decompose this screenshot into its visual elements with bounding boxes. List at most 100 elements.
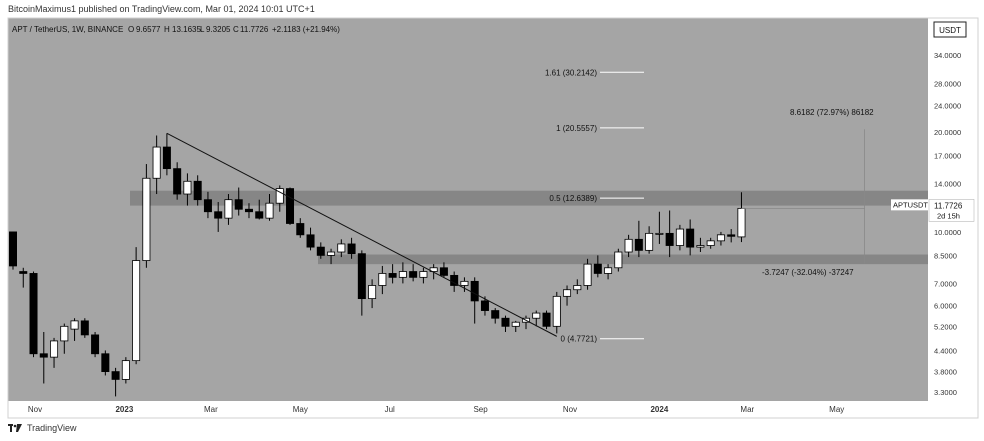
candle-body: [655, 232, 664, 235]
candle-up[interactable]: [378, 265, 387, 295]
legend-l-label: L: [200, 25, 205, 34]
candle-up[interactable]: [511, 320, 520, 332]
candle-up[interactable]: [183, 173, 192, 206]
candle-body: [470, 280, 479, 302]
y-tick-label: 7.0000: [934, 279, 957, 288]
candle-body: [398, 271, 407, 278]
candle-down[interactable]: [214, 202, 223, 232]
x-tick-label: 2024: [650, 405, 668, 414]
candle-down[interactable]: [101, 350, 110, 376]
candle-up[interactable]: [716, 231, 725, 246]
candle-down[interactable]: [80, 318, 89, 338]
candle-up[interactable]: [737, 192, 746, 243]
candle-down[interactable]: [686, 219, 695, 256]
candle-down[interactable]: [255, 199, 264, 220]
legend: APT / TetherUS, 1W, BINANCE O 9.6577 H 1…: [12, 25, 340, 34]
candle-down[interactable]: [450, 271, 459, 292]
candle-down[interactable]: [439, 262, 448, 278]
candle-down[interactable]: [286, 187, 295, 225]
candle-down[interactable]: [306, 227, 315, 251]
candle-down[interactable]: [244, 203, 253, 219]
candle-up[interactable]: [368, 279, 377, 309]
candle-up[interactable]: [583, 258, 592, 290]
candle-down[interactable]: [234, 187, 243, 216]
candle-up[interactable]: [337, 239, 346, 258]
candle-body: [614, 251, 623, 269]
candle-up[interactable]: [70, 318, 79, 341]
resistance-zone: [130, 190, 928, 206]
footer: TradingView: [8, 423, 77, 433]
candle-body: [563, 289, 572, 297]
candle-up[interactable]: [419, 267, 428, 284]
x-tick-label: Sep: [473, 405, 488, 414]
y-tick-label: 5.2000: [934, 322, 957, 331]
x-tick-label: May: [829, 405, 844, 414]
candle-down[interactable]: [501, 315, 510, 332]
candle-down[interactable]: [29, 271, 38, 358]
candle-down[interactable]: [593, 255, 602, 278]
candle-down[interactable]: [542, 310, 551, 330]
candle-down[interactable]: [193, 175, 202, 206]
candle-body: [224, 199, 233, 219]
candle-up[interactable]: [142, 164, 151, 268]
candle-up[interactable]: [563, 285, 572, 306]
candle-body: [275, 188, 284, 204]
descending-trendline[interactable]: [166, 132, 558, 337]
candle-up[interactable]: [532, 310, 541, 327]
candle-up[interactable]: [624, 234, 633, 258]
candle-body: [244, 208, 253, 213]
candle-down[interactable]: [203, 191, 212, 219]
candle-up[interactable]: [224, 194, 233, 225]
candle-body: [132, 260, 141, 362]
candle-down[interactable]: [347, 237, 356, 259]
candle-down[interactable]: [357, 250, 366, 316]
candle-up[interactable]: [614, 248, 623, 272]
candle-down[interactable]: [316, 242, 325, 259]
candle-down[interactable]: [296, 218, 305, 238]
candle-up[interactable]: [50, 337, 59, 368]
candle-down[interactable]: [409, 264, 418, 282]
candle-up[interactable]: [327, 248, 336, 265]
candle-up[interactable]: [460, 277, 469, 292]
candle-up[interactable]: [60, 323, 69, 354]
legend-h-label: H: [164, 25, 170, 34]
candle-up[interactable]: [132, 247, 141, 365]
candle-up[interactable]: [552, 291, 561, 334]
candle-down[interactable]: [19, 267, 28, 288]
candle-body: [70, 320, 79, 330]
candle-up[interactable]: [604, 264, 613, 280]
candle-up[interactable]: [655, 211, 664, 244]
candle-down[interactable]: [727, 229, 736, 243]
candle-up[interactable]: [645, 226, 654, 254]
candle-down[interactable]: [491, 308, 500, 324]
x-tick-label: Jul: [385, 405, 395, 414]
legend-c-label: C: [233, 25, 239, 34]
x-tick-label: 2023: [115, 405, 133, 414]
candle-up[interactable]: [152, 135, 161, 195]
candle-down[interactable]: [111, 367, 120, 397]
symbol-tag-label: APTUSDT: [893, 200, 928, 209]
candle-down[interactable]: [634, 220, 643, 258]
candle-up[interactable]: [573, 279, 582, 295]
candle-up[interactable]: [121, 357, 130, 384]
candle-up[interactable]: [706, 237, 715, 249]
candle-up[interactable]: [275, 185, 284, 212]
x-tick-label: Nov: [28, 405, 42, 414]
candle-down[interactable]: [480, 296, 489, 316]
currency-badge[interactable]: [933, 21, 967, 38]
candle-down[interactable]: [173, 162, 182, 200]
candle-up[interactable]: [696, 237, 705, 253]
candle-body: [675, 228, 684, 246]
candle-up[interactable]: [398, 262, 407, 284]
candle-down[interactable]: [665, 210, 674, 258]
candle-up[interactable]: [265, 194, 274, 221]
candle-down[interactable]: [162, 133, 171, 176]
candle-body: [737, 207, 746, 238]
candle-down[interactable]: [470, 277, 479, 324]
candle-down[interactable]: [388, 264, 397, 284]
candle-down[interactable]: [91, 331, 100, 358]
candle-down[interactable]: [8, 231, 17, 270]
candle-up[interactable]: [675, 224, 684, 251]
candle-down[interactable]: [39, 331, 48, 384]
